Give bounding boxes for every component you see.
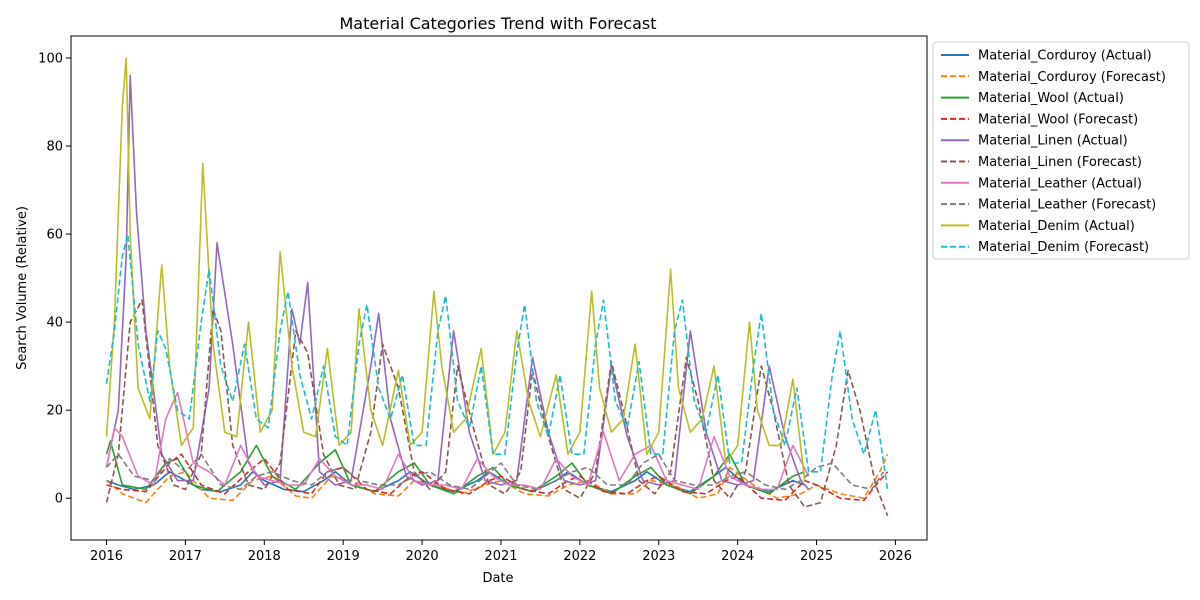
plot-frame: [70, 35, 928, 541]
series-line-5: [105, 74, 810, 490]
y-tick-label: 0: [55, 492, 63, 507]
x-tick-label: 2018: [248, 549, 281, 564]
series-line-6: [105, 299, 889, 517]
series-line-8: [105, 453, 885, 491]
y-axis-label: Search Volume (Relative): [15, 206, 30, 370]
legend-entry: Material_Linen (Actual): [978, 134, 1128, 149]
y-tick-label: 80: [46, 140, 63, 155]
legend-entry: Material_Corduroy (Forecast): [978, 70, 1166, 85]
x-tick-label: 2023: [642, 549, 675, 564]
series-line-7: [105, 391, 810, 491]
x-axis: 2016 2017 2018 2019 2020 2021 2022 2023 2024 2025…: [90, 540, 912, 564]
legend-box: [932, 41, 1190, 260]
x-tick-label: 2021: [484, 549, 517, 564]
legend-entry: Material_Denim (Actual): [978, 219, 1135, 234]
y-tick-label: 20: [46, 404, 63, 419]
y-tick-label: 40: [46, 316, 63, 331]
legend-entry: Material_Wool (Forecast): [978, 112, 1138, 127]
x-tick-label: 2025: [800, 549, 833, 564]
x-tick-label: 2022: [563, 549, 596, 564]
legend-entry: Material_Linen (Forecast): [978, 155, 1142, 170]
x-axis-label: Date: [482, 571, 513, 586]
x-tick-label: 2019: [327, 549, 360, 564]
x-tick-label: 2017: [169, 549, 202, 564]
legend-entry: Material_Corduroy (Actual): [978, 49, 1152, 64]
series-line-4: [106, 453, 889, 502]
legend-entry: Material_Leather (Forecast): [978, 198, 1156, 213]
x-tick-label: 2024: [721, 549, 754, 564]
x-tick-label: 2026: [879, 549, 912, 564]
series-line-10: [105, 233, 889, 490]
y-tick-label: 100: [38, 52, 63, 67]
legend-entry: Material_Leather (Actual): [978, 176, 1142, 191]
plot-area: [105, 57, 889, 517]
y-tick-label: 60: [46, 228, 63, 243]
legend: Material_Corduroy (Actual) Material_Cordu…: [932, 41, 1190, 260]
y-axis: 0 20 40 60 80 100: [38, 52, 71, 507]
chart-title: Material Categories Trend with Forecast: [339, 14, 656, 33]
legend-entry: Material_Wool (Actual): [978, 91, 1124, 106]
x-tick-label: 2020: [406, 549, 439, 564]
legend-entry: Material_Denim (Forecast): [978, 240, 1149, 255]
x-tick-label: 2016: [90, 549, 123, 564]
